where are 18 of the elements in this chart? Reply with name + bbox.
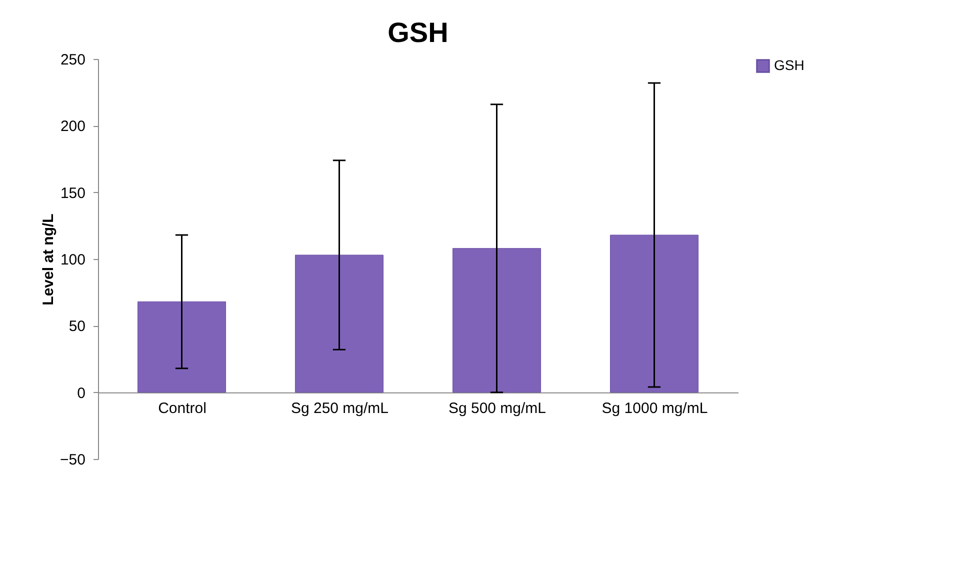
y-tick-label: −50 (60, 452, 86, 468)
x-tick-label: Sg 500 mg/mL (448, 400, 546, 417)
x-tick-label: Control (158, 400, 206, 417)
x-tick-label: Sg 250 mg/mL (290, 400, 389, 417)
bar (138, 301, 226, 393)
y-tick-label: 50 (68, 318, 86, 336)
y-tick-label: 0 (77, 384, 86, 402)
bar (452, 248, 541, 393)
bar (295, 254, 384, 393)
bar (610, 234, 698, 393)
y-tick-label: 250 (60, 52, 86, 68)
y-tick-label: 150 (60, 184, 86, 202)
y-tick-label: 100 (60, 252, 86, 268)
chart-title: GSH (388, 17, 448, 48)
x-tick-label: Sg 1000 mg/mL (602, 400, 708, 417)
y-axis-title: Level at ng/L (40, 214, 58, 306)
y-tick-label: 200 (60, 118, 86, 136)
legend-label: GSH (774, 57, 804, 73)
